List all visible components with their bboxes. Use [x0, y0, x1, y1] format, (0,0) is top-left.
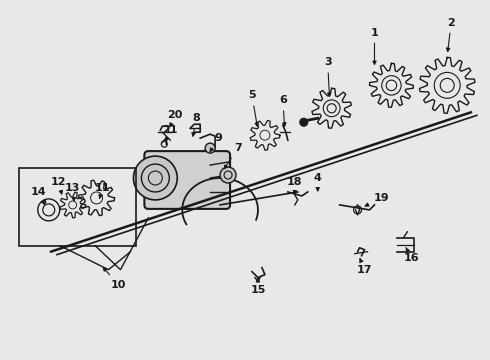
Text: 10: 10	[103, 267, 126, 289]
Circle shape	[133, 156, 177, 200]
Circle shape	[205, 143, 215, 153]
Circle shape	[300, 118, 308, 126]
Text: 2: 2	[446, 18, 455, 51]
FancyBboxPatch shape	[145, 151, 230, 209]
Text: 16: 16	[404, 247, 419, 263]
Text: 17: 17	[357, 259, 372, 275]
Text: 12: 12	[51, 177, 67, 194]
Text: 8: 8	[192, 113, 200, 136]
Text: 15: 15	[250, 279, 266, 294]
Text: 18: 18	[287, 177, 302, 194]
Text: 1: 1	[370, 28, 378, 64]
Text: 4: 4	[314, 173, 321, 191]
Text: 9: 9	[210, 133, 222, 152]
Text: 5: 5	[248, 90, 258, 126]
Text: 21: 21	[163, 125, 178, 141]
Text: 3: 3	[324, 58, 332, 96]
Text: 11: 11	[95, 183, 110, 199]
Circle shape	[220, 167, 236, 183]
Text: 7: 7	[224, 143, 242, 169]
Text: 13: 13	[65, 183, 80, 201]
Text: 20: 20	[168, 110, 183, 127]
Text: 6: 6	[279, 95, 287, 126]
Text: 14: 14	[31, 187, 47, 204]
Text: 19: 19	[365, 193, 389, 206]
